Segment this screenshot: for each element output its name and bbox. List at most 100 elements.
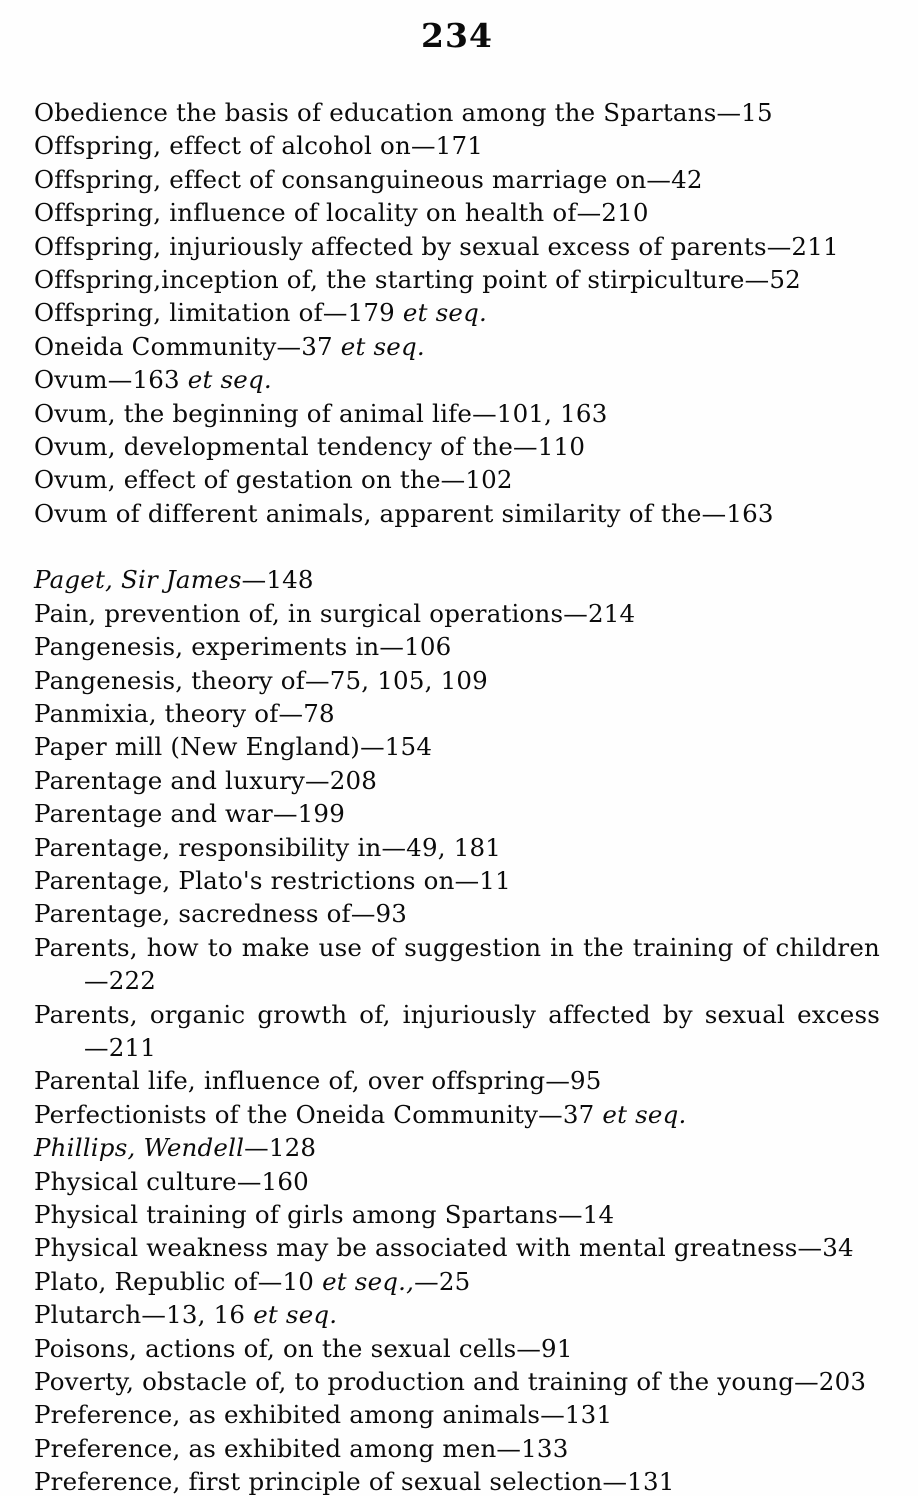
entry-line: Parentage, responsibility in—49, 181: [34, 831, 880, 864]
entry-text: Ovum, developmental tendency of the—110: [34, 432, 586, 462]
entry-text: Plutarch—13, 16: [34, 1300, 254, 1330]
entry-text: Parental life, influence of, over offspr…: [34, 1066, 602, 1096]
index-entry: Panmixia, theory of—78: [34, 697, 880, 730]
entry-line: Offspring, effect of alcohol on—171: [34, 129, 880, 162]
entry-text: Parentage and luxury—208: [34, 765, 378, 795]
index-entry: Physical training of girls among Spartan…: [34, 1198, 880, 1231]
index-entry: Perfectionists of the Oneida Community—3…: [34, 1098, 880, 1131]
entry-text: Pain, prevention of, in surgical operati…: [34, 598, 636, 628]
entry-text: Ovum, effect of gestation on the—102: [34, 465, 513, 495]
entry-text: Parents, how to make use of suggestion i…: [34, 932, 880, 962]
entry-line: Ovum, the beginning of animal life—101, …: [34, 397, 880, 430]
entry-line: Plutarch—13, 16 et seq.: [34, 1298, 880, 1331]
index-entry: Poverty, obstacle of, to production and …: [34, 1365, 880, 1398]
index-entry: Parents, how to make use of suggestion i…: [34, 931, 880, 998]
entry-text: Parentage, sacredness of—93: [34, 899, 408, 929]
entry-text: et seq.: [340, 331, 425, 361]
entry-text: Paget, Sir James: [34, 565, 242, 595]
index-entry: Offspring, influence of locality on heal…: [34, 196, 880, 229]
entry-line: Parentage, sacredness of—93: [34, 897, 880, 930]
entry-text: Preference, as exhibited among animals—1…: [34, 1400, 613, 1430]
entry-text: Preference, as exhibited among men—133: [34, 1433, 569, 1463]
entry-text: Parentage and war—199: [34, 799, 346, 829]
index-entry: Oneida Community—37 et seq.: [34, 330, 880, 363]
entry-text: et seq.: [253, 1300, 338, 1330]
entry-line: Ovum, effect of gestation on the—102: [34, 463, 880, 496]
index-entry: Pangenesis, theory of—75, 105, 109: [34, 664, 880, 697]
entry-text: Obedience the basis of education among t…: [34, 98, 773, 127]
index-entry: Offspring, injuriously affected by sexua…: [34, 230, 880, 263]
entry-line: Parental life, influence of, over offspr…: [34, 1064, 880, 1097]
entry-text: Poverty, obstacle of, to production and …: [34, 1367, 867, 1397]
entry-text: —128: [244, 1133, 317, 1163]
entry-text: et seq.: [602, 1099, 687, 1129]
index-entry: Physical weakness may be associated with…: [34, 1231, 880, 1264]
entry-line: Pangenesis, theory of—75, 105, 109: [34, 664, 880, 697]
entry-line: Offspring, limitation of—179 et seq.: [34, 296, 880, 329]
entry-text: Parentage, Plato's restrictions on—11: [34, 865, 511, 895]
entry-text: —222: [84, 966, 157, 996]
entry-line: Pangenesis, experiments in—106: [34, 630, 880, 663]
index-entry: Parental life, influence of, over offspr…: [34, 1064, 880, 1097]
index-entry: Offspring, effect of consanguineous marr…: [34, 163, 880, 196]
index-entry: Ovum—163 et seq.: [34, 363, 880, 396]
entry-line: Offspring, influence of locality on heal…: [34, 196, 880, 229]
index-entry: Parentage, Plato's restrictions on—11: [34, 864, 880, 897]
index-entry: Parentage, sacredness of—93: [34, 897, 880, 930]
entry-line: Parentage and war—199: [34, 797, 880, 830]
index-entry: Offspring,inception of, the starting poi…: [34, 263, 880, 296]
entry-text: Offspring, limitation of—179: [34, 298, 403, 328]
entry-text: Ovum—163: [34, 365, 188, 395]
entry-line: Oneida Community—37 et seq.: [34, 330, 880, 363]
entry-line: —222: [34, 964, 880, 997]
entry-line: Obedience the basis of education among t…: [34, 96, 880, 129]
entry-line: Offspring, effect of consanguineous marr…: [34, 163, 880, 196]
entry-text: Phillips, Wendell: [34, 1133, 245, 1163]
index-entry: Preference, as exhibited among animals—1…: [34, 1398, 880, 1431]
entry-text: Ovum of different animals, apparent simi…: [34, 498, 774, 528]
index-entry: Ovum, the beginning of animal life—101, …: [34, 397, 880, 430]
entry-text: Poisons, actions of, on the sexual cells…: [34, 1333, 573, 1363]
entry-line: Parents, organic growth of, injuriously …: [34, 998, 880, 1031]
entry-text: Paper mill (New England)—154: [34, 732, 433, 762]
entry-text: Ovum, the beginning of animal life—101, …: [34, 398, 608, 428]
index-entry: Obedience the basis of education among t…: [34, 96, 880, 129]
entry-text: —148: [241, 565, 314, 595]
page-number: 234: [421, 16, 493, 55]
entry-text: Physical culture—160: [34, 1166, 309, 1196]
index-entry: Parentage and luxury—208: [34, 764, 880, 797]
entry-text: Pangenesis, experiments in—106: [34, 632, 452, 662]
index-list: Obedience the basis of education among t…: [34, 96, 880, 1499]
entry-line: Paget, Sir James—148: [34, 563, 880, 596]
entry-line: Parents, how to make use of suggestion i…: [34, 931, 880, 964]
entry-text: Perfectionists of the Oneida Community—3…: [34, 1099, 603, 1129]
entry-line: Physical culture—160: [34, 1165, 880, 1198]
index-entry: Physical culture—160: [34, 1165, 880, 1198]
index-entry: Paper mill (New England)—154: [34, 730, 880, 763]
entry-text: Offspring,inception of, the starting poi…: [34, 265, 801, 295]
entry-text: Offspring, injuriously affected by sexua…: [34, 231, 839, 261]
entry-text: Plato, Republic of—10: [34, 1266, 323, 1296]
index-entry: Offspring, limitation of—179 et seq.: [34, 296, 880, 329]
index-entry: Ovum, developmental tendency of the—110: [34, 430, 880, 463]
entry-line: Phillips, Wendell—128: [34, 1131, 880, 1164]
index-entry: Plutarch—13, 16 et seq.: [34, 1298, 880, 1331]
entry-line: Poisons, actions of, on the sexual cells…: [34, 1332, 880, 1365]
entry-text: Pangenesis, theory of—75, 105, 109: [34, 665, 488, 695]
entry-line: Physical weakness may be associated with…: [34, 1231, 880, 1264]
index-entry: Parents, organic growth of, injuriously …: [34, 998, 880, 1065]
entry-line: Offspring,inception of, the starting poi…: [34, 263, 880, 296]
index-entry: Poisons, actions of, on the sexual cells…: [34, 1332, 880, 1365]
entry-line: Offspring, injuriously affected by sexua…: [34, 230, 880, 263]
entry-line: Preference, first principle of sexual se…: [34, 1465, 880, 1498]
entry-line: Parentage and luxury—208: [34, 764, 880, 797]
entry-text: Offspring, influence of locality on heal…: [34, 198, 649, 228]
entry-line: Preference, as exhibited among animals—1…: [34, 1398, 880, 1431]
entry-text: Preference, first principle of sexual se…: [34, 1467, 675, 1497]
index-entry: Ovum, effect of gestation on the—102: [34, 463, 880, 496]
entry-line: Parentage, Plato's restrictions on—11: [34, 864, 880, 897]
entry-text: et seq.,: [322, 1266, 415, 1296]
index-entry: Preference, as exhibited among men—133: [34, 1432, 880, 1465]
entry-text: Oneida Community—37: [34, 331, 341, 361]
